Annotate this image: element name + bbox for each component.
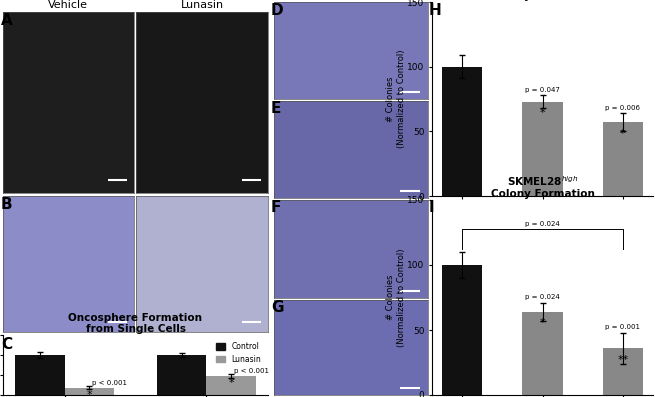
Text: *: * (229, 378, 234, 388)
Text: Lunasin: Lunasin (180, 0, 223, 10)
Text: p = 0.047: p = 0.047 (525, 87, 560, 93)
Bar (603, 122, 643, 196)
Bar (442, 67, 482, 196)
Bar (15, 355, 65, 395)
Legend: Control, Lunasin: Control, Lunasin (213, 339, 264, 367)
Text: *: * (86, 390, 92, 397)
Text: C: C (1, 337, 12, 352)
Title: A375$^{high}$
Colony Formation: A375$^{high}$ Colony Formation (491, 0, 595, 1)
Bar (65, 388, 114, 395)
Title: SKMEL28$^{high}$
Colony Formation: SKMEL28$^{high}$ Colony Formation (491, 174, 595, 199)
Text: **: ** (617, 355, 629, 365)
Text: *: * (540, 318, 546, 328)
Bar (442, 265, 482, 395)
Text: G: G (271, 300, 284, 315)
Y-axis label: # Colonies
(Normalized to Control): # Colonies (Normalized to Control) (386, 50, 405, 148)
Bar (206, 376, 256, 395)
Text: p = 0.024: p = 0.024 (525, 294, 560, 300)
Text: F: F (271, 200, 282, 215)
X-axis label: Lunasin (μM): Lunasin (μM) (506, 218, 578, 228)
Text: p < 0.001: p < 0.001 (92, 380, 127, 386)
Text: p = 0.006: p = 0.006 (605, 105, 641, 111)
Title: Oncosphere Formation
from Single Cells: Oncosphere Formation from Single Cells (69, 312, 202, 334)
Text: *: * (540, 108, 546, 118)
Bar (157, 355, 206, 395)
Text: A: A (1, 13, 12, 28)
Text: p < 0.001: p < 0.001 (234, 368, 269, 374)
Text: *: * (620, 129, 626, 139)
Bar (603, 348, 643, 395)
Bar (523, 102, 563, 196)
Text: H: H (429, 3, 441, 18)
Text: E: E (271, 101, 282, 116)
Text: D: D (271, 3, 284, 18)
Text: p = 0.001: p = 0.001 (605, 324, 641, 330)
Text: p = 0.024: p = 0.024 (525, 221, 560, 227)
Text: I: I (429, 200, 435, 215)
Text: B: B (1, 197, 12, 212)
Bar (523, 312, 563, 395)
Text: Vehicle: Vehicle (48, 0, 88, 10)
Y-axis label: # Colonies
(Normalized to Control): # Colonies (Normalized to Control) (386, 248, 405, 347)
